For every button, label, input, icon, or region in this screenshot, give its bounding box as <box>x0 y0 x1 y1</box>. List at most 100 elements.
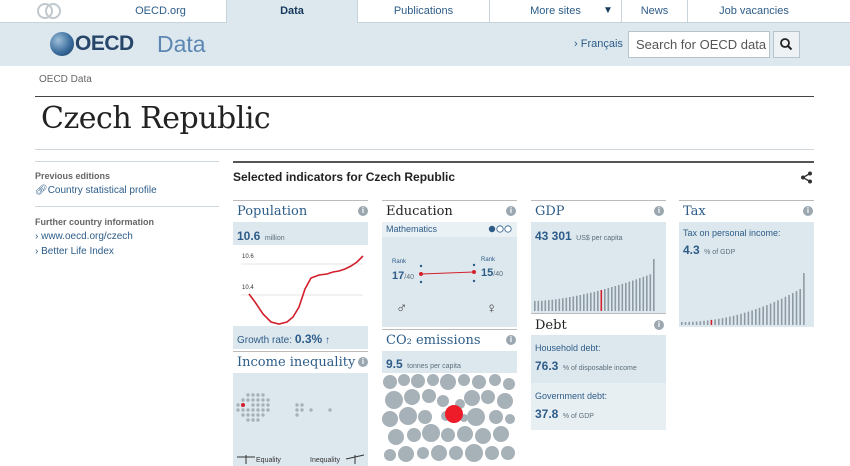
bar <box>751 310 753 325</box>
co2-card[interactable]: CO₂ emissions i 9.5 tonnes per capita <box>382 329 517 466</box>
gdp-card[interactable]: GDP i 43 301 US$ per capita <box>531 200 666 327</box>
top-navigation: OECD.org Data Publications More sites ▼ … <box>0 0 850 24</box>
info-icon[interactable]: i <box>358 206 368 216</box>
bar <box>714 319 716 325</box>
bar <box>803 273 805 325</box>
household-debt-value: 76.3 <box>535 359 559 373</box>
bar <box>541 300 543 311</box>
bar-highlighted <box>710 319 713 325</box>
chevron-down-icon[interactable]: ⌄ <box>245 118 256 132</box>
dropdown-triangle-icon: ▼ <box>603 5 613 16</box>
bar <box>597 290 599 311</box>
info-icon[interactable]: i <box>506 335 516 345</box>
income-inequality-title[interactable]: Income inequality <box>237 355 356 370</box>
bar <box>534 301 536 311</box>
gdp-bar-chart[interactable] <box>531 240 666 325</box>
nav-job-vacancies[interactable]: Job vacancies <box>719 5 789 17</box>
debt-card[interactable]: Debt i Household debt: 76.3 % of disposa… <box>531 313 666 430</box>
income-inequality-dot-chart[interactable] <box>233 391 368 426</box>
bar <box>769 303 772 325</box>
arrow-up-icon: ↑ <box>324 335 330 346</box>
bar <box>576 295 578 311</box>
data-logo-text[interactable]: Data <box>157 31 206 57</box>
co2-bubble-chart[interactable] <box>382 373 517 466</box>
income-inequality-card[interactable]: Income inequality i Equality Inequality <box>233 351 368 466</box>
info-icon[interactable]: i <box>358 357 368 367</box>
nav-data[interactable]: Data <box>226 0 358 24</box>
nav-news[interactable]: News <box>622 0 688 23</box>
bar <box>593 291 596 311</box>
co2-value: 9.5 <box>386 357 403 371</box>
card-header: Debt i <box>531 313 666 335</box>
page-title[interactable]: Czech Republic <box>41 101 271 136</box>
rank-comparison-chart <box>419 263 476 284</box>
bar <box>590 292 592 311</box>
nav-publications[interactable]: Publications <box>358 0 490 23</box>
bar <box>544 300 547 311</box>
bar <box>618 285 620 311</box>
bar <box>758 307 761 325</box>
axis-label-high: 10.6 <box>242 254 254 260</box>
population-chart-area <box>233 245 368 326</box>
bar <box>632 280 634 311</box>
population-card[interactable]: Population i 10.6 million 10.6 10.4 Grow… <box>233 200 368 349</box>
info-icon[interactable]: i <box>506 206 516 216</box>
male-icon: ♂ <box>396 300 408 317</box>
tax-bar-chart[interactable] <box>679 256 814 325</box>
nav-more-sites[interactable]: More sites ▼ <box>490 0 622 23</box>
sidebar-divider <box>35 206 219 207</box>
household-debt-unit: % of disposable income <box>562 365 637 372</box>
bar <box>684 322 687 325</box>
better-life-index-link[interactable]: › Better Life Index <box>35 246 114 257</box>
bar <box>579 295 582 311</box>
nav-oecd-org[interactable]: OECD.org <box>95 0 227 23</box>
scale-icon <box>237 455 255 464</box>
info-icon[interactable]: i <box>654 206 664 216</box>
bar <box>799 289 801 325</box>
tax-value: 4.3 <box>683 243 700 257</box>
government-debt-unit: % of GDP <box>562 413 594 420</box>
sidebar-divider <box>35 161 219 162</box>
pagination-dots[interactable] <box>487 224 515 234</box>
gdp-title[interactable]: GDP <box>535 204 565 219</box>
country-profile-link[interactable]: 🔗︎Country statistical profile <box>35 185 157 196</box>
population-series-line <box>248 255 364 325</box>
bar <box>795 291 798 325</box>
card-header: Education i <box>382 200 517 222</box>
search-input[interactable] <box>628 31 770 58</box>
co2-title[interactable]: CO₂ emissions <box>386 333 481 348</box>
oecd-swirl-logo[interactable] <box>36 2 62 20</box>
debt-title[interactable]: Debt <box>535 318 567 333</box>
bar <box>740 313 742 325</box>
info-icon[interactable]: i <box>803 206 813 216</box>
bar <box>721 318 724 325</box>
education-title[interactable]: Education <box>386 204 453 219</box>
rank-left-value: 17 <box>392 270 405 282</box>
bar <box>642 276 645 311</box>
oecd-globe-icon[interactable] <box>50 32 74 56</box>
gdp-value-row: 43 301 US$ per capita <box>535 227 622 245</box>
equality-label: Equality <box>256 457 281 464</box>
bar <box>784 296 787 325</box>
bar <box>653 259 655 311</box>
language-link-french[interactable]: › Français <box>574 38 623 50</box>
population-title[interactable]: Population <box>237 204 308 219</box>
bar <box>558 298 561 311</box>
info-icon[interactable]: i <box>654 320 664 330</box>
bar <box>762 306 764 325</box>
search-button[interactable] <box>773 31 800 58</box>
tax-card[interactable]: Tax i Tax on personal income: 4.3 % of G… <box>679 200 814 327</box>
breadcrumb[interactable]: OECD Data <box>39 74 92 85</box>
bar <box>621 283 624 311</box>
population-line-chart[interactable] <box>233 245 368 326</box>
oecd-logo-text[interactable]: OECD <box>75 32 134 55</box>
subject-bar: Mathematics <box>382 222 517 237</box>
country-profile-link-label: Country statistical profile <box>47 185 157 196</box>
tax-title[interactable]: Tax <box>683 204 706 219</box>
share-icon[interactable] <box>800 171 813 184</box>
bar <box>625 282 627 311</box>
bar <box>604 289 606 311</box>
education-card[interactable]: Education i Mathematics Rank 17/40 Rank … <box>382 200 517 327</box>
bar <box>628 281 631 311</box>
oecd-czech-link[interactable]: › www.oecd.org/czech <box>35 231 133 242</box>
